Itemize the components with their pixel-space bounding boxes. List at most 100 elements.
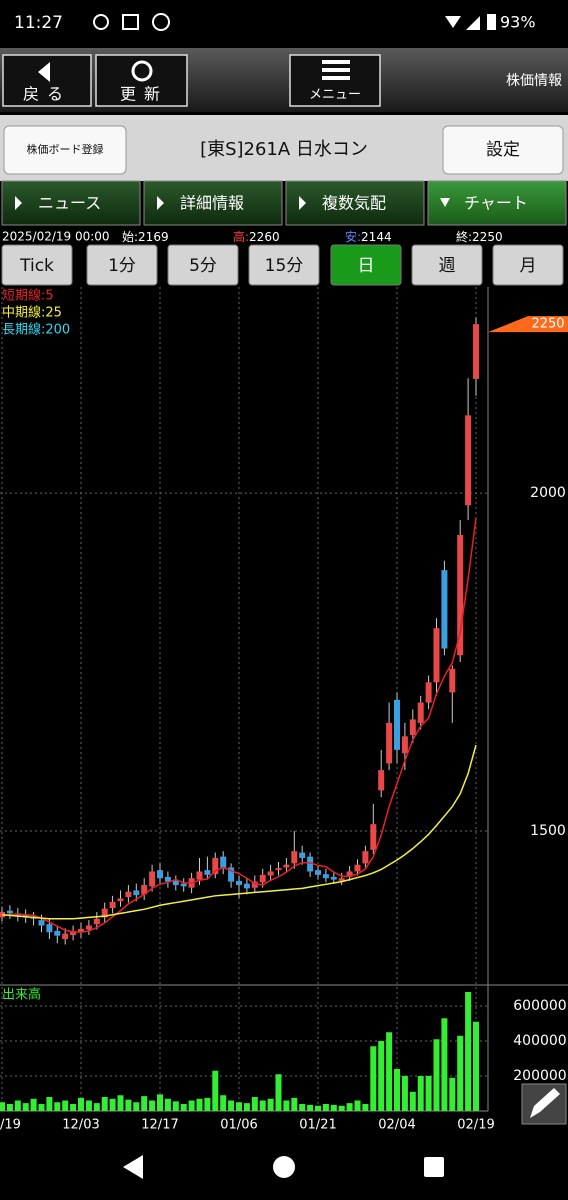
refresh-button[interactable]: 更新: [95, 54, 188, 107]
candle-body: [243, 883, 250, 889]
toolbar-title: 株価情報: [506, 73, 562, 89]
candle-body: [236, 880, 242, 885]
volume-bar: [378, 1041, 385, 1111]
volume-bar: [465, 992, 472, 1111]
candle-body: [283, 864, 290, 868]
candle-body: [473, 324, 479, 379]
volume-bar: [141, 1096, 148, 1111]
period-button[interactable]: [1, 244, 73, 286]
info-open-label: 始:: [122, 230, 138, 244]
volume-bar: [259, 1100, 266, 1111]
tab-icon: [157, 196, 164, 210]
volume-bar: [212, 1070, 219, 1111]
legend-entry: 中期線:25: [2, 305, 62, 321]
volume-bar: [441, 1018, 448, 1111]
candle-body: [220, 856, 227, 869]
period-button[interactable]: [411, 244, 483, 286]
nav-back[interactable]: [123, 1155, 143, 1179]
period-label[interactable]: 週: [439, 256, 456, 276]
volume-bar: [409, 1091, 416, 1111]
volume-bar: [425, 1076, 432, 1111]
tab[interactable]: [1, 180, 141, 226]
period-button[interactable]: [492, 244, 564, 286]
menu-icon: [322, 60, 350, 80]
tab[interactable]: [285, 180, 425, 226]
period-label[interactable]: 15分: [265, 256, 304, 276]
volume-bar: [133, 1102, 140, 1111]
menu-label[interactable]: メニュー: [309, 88, 361, 103]
candle-body: [149, 871, 156, 887]
period-label[interactable]: 5分: [189, 256, 217, 276]
settings-label[interactable]: 設定: [486, 140, 520, 160]
candle-body: [38, 920, 45, 926]
volume-bar: [220, 1095, 227, 1111]
candle-body: [78, 928, 84, 933]
period-button[interactable]: [330, 244, 402, 286]
candle-body: [212, 857, 219, 875]
volume-bar: [433, 1039, 440, 1111]
register-label[interactable]: 株価ボード登録: [27, 142, 104, 156]
refresh-label[interactable]: 更新: [120, 85, 168, 104]
candle-body: [441, 570, 448, 649]
candle-body: [70, 930, 77, 935]
period-label[interactable]: 月: [520, 256, 537, 276]
period-button[interactable]: [167, 244, 239, 286]
pencil-icon: [530, 1088, 560, 1118]
volume-bar: [362, 1104, 369, 1111]
candle-body: [409, 719, 416, 735]
period-label[interactable]: 1分: [108, 256, 136, 276]
tab-label[interactable]: 詳細情報: [180, 194, 244, 213]
volume-bar: [394, 1069, 400, 1111]
legend-entry: 短期線:5: [2, 288, 54, 304]
period-label[interactable]: Tick: [19, 256, 54, 276]
candle-body: [465, 415, 472, 506]
period-button[interactable]: [86, 244, 158, 286]
nav-recents[interactable]: [424, 1157, 444, 1177]
x-tick-label: 12/17: [141, 1118, 178, 1133]
candle-body: [386, 722, 393, 764]
tab-label[interactable]: 複数気配: [322, 194, 386, 213]
volume-bar: [307, 1104, 314, 1111]
moving-average-line: [1, 744, 477, 920]
volume-bar: [236, 1102, 242, 1111]
volume-bar: [101, 1097, 108, 1111]
volume-bar: [54, 1102, 61, 1111]
candle-body: [133, 890, 140, 896]
info-low-value: 2144: [361, 230, 392, 244]
x-tick-label: 02/19: [457, 1118, 494, 1133]
candle-body: [401, 736, 408, 754]
last-price-label: 2250: [531, 317, 564, 332]
nav-home[interactable]: [273, 1156, 295, 1178]
tab-label[interactable]: ニュース: [38, 194, 101, 213]
stock-name: [東S]261A 日水コン: [200, 139, 368, 160]
battery-icon: [487, 14, 496, 30]
volume-bar: [267, 1098, 274, 1111]
settings-button[interactable]: [442, 125, 564, 175]
candle-body: [346, 871, 353, 877]
y-tick-label: 1500: [530, 823, 566, 839]
volume-bar: [78, 1097, 84, 1111]
info-date: 2025/02/19 00:00: [2, 230, 110, 244]
info-icon: [152, 13, 170, 31]
volume-bar: [62, 1100, 69, 1111]
period-button[interactable]: [248, 244, 320, 286]
x-tick-label: /19: [0, 1118, 21, 1133]
volume-bar: [46, 1097, 53, 1111]
volume-bar: [14, 1100, 21, 1111]
period-label[interactable]: 日: [358, 256, 375, 276]
tab-icon: [299, 196, 306, 210]
tab-label[interactable]: チャート: [464, 194, 528, 213]
candle-body: [330, 876, 337, 880]
register-button[interactable]: [3, 125, 127, 175]
tab[interactable]: [143, 180, 283, 226]
candle-body: [322, 874, 329, 879]
candle-body: [354, 864, 361, 872]
back-button-frame[interactable]: [2, 54, 92, 107]
back-button[interactable]: 戻る: [2, 54, 92, 107]
candle-body: [109, 901, 116, 908]
candle-body: [338, 878, 345, 881]
tab[interactable]: [427, 180, 567, 226]
back-label[interactable]: 戻る: [23, 85, 71, 104]
menu-button[interactable]: メニュー: [289, 54, 381, 107]
